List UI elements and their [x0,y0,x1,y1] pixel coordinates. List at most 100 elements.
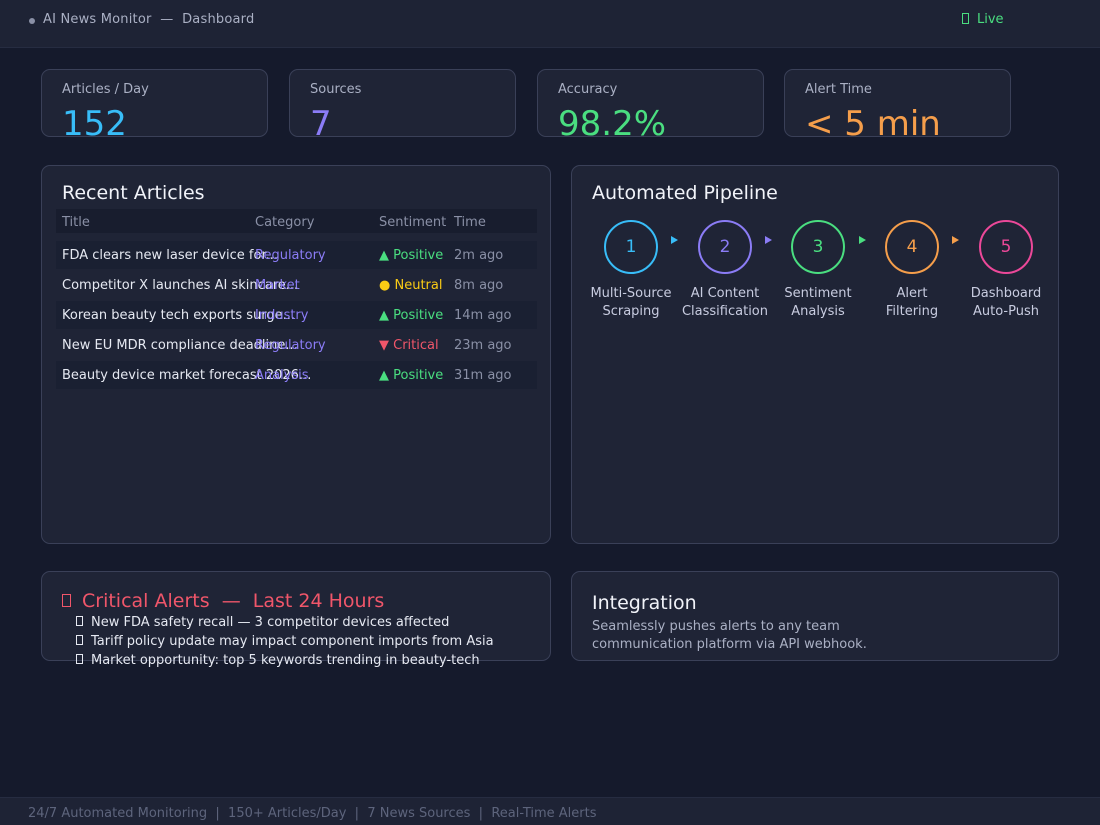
article-title: FDA clears new laser device for... [62,248,278,263]
alerts-title-text: Critical Alerts — Last 24 Hours [82,590,385,612]
alert-icon [62,594,71,607]
step-label-line: Sentiment [784,286,852,301]
article-sentiment: ▼ Critical [379,338,439,353]
table-row[interactable]: FDA clears new laser device for... Regul… [56,241,537,269]
step-label-line: Dashboard [970,286,1042,301]
stat-value: < 5 min [805,104,941,144]
pipeline-step-1: 1 Multi-Source Scraping [581,220,681,321]
table-row[interactable]: Korean beauty tech exports surge... Indu… [56,301,537,329]
arrow-right-icon [765,236,772,244]
article-title: Beauty device market forecast 2026... [62,368,312,383]
step-label-line: Scraping [602,304,660,319]
step-label-line: Analysis [791,304,845,319]
alert-text: Market opportunity: top 5 keywords trend… [91,653,480,668]
top-bar: AI News Monitor — Dashboard Live [0,0,1100,48]
article-title: Korean beauty tech exports surge... [62,308,296,323]
article-category: Regulatory [255,338,326,353]
table-header: Title Category Sentiment Time [56,209,537,233]
article-time: 23m ago [454,338,512,353]
step-circle: 4 [885,220,939,274]
panel-title: Automated Pipeline [592,182,778,204]
arrow-right-icon [859,236,866,244]
live-label: Live [977,12,1004,27]
article-title: New EU MDR compliance deadline... [62,338,298,353]
alert-text: New FDA safety recall — 3 competitor dev… [91,615,450,630]
alert-item[interactable]: Tariff policy update may impact componen… [76,634,494,649]
step-label: Sentiment Analysis [768,285,868,321]
article-category: Regulatory [255,248,326,263]
step-label-line: Multi-Source [590,286,672,301]
step-circle: 1 [604,220,658,274]
critical-alerts-panel: Critical Alerts — Last 24 Hours New FDA … [41,571,551,668]
alerts-title: Critical Alerts — Last 24 Hours [62,590,384,612]
step-label-line: Filtering [885,304,939,319]
step-circle: 2 [698,220,752,274]
article-time: 8m ago [454,278,504,293]
live-icon [962,13,969,24]
article-time: 14m ago [454,308,512,323]
footer-text: 24/7 Automated Monitoring | 150+ Article… [28,806,597,821]
stat-value: 7 [310,104,332,144]
live-indicator: Live [962,12,1004,27]
table-row[interactable]: Competitor X launches AI skincare... Mar… [56,271,537,299]
table-row[interactable]: Beauty device market forecast 2026... An… [56,361,537,389]
alert-text: Tariff policy update may impact componen… [91,634,494,649]
pipeline-step-2: 2 AI Content Classification [675,220,775,321]
column-header-sentiment: Sentiment [379,215,447,230]
pipeline-step-5: 5 Dashboard Auto-Push [956,220,1056,321]
page-name: Dashboard [182,12,255,27]
integration-title: Integration [592,592,697,614]
stat-value: 152 [62,104,127,144]
article-category: Market [255,278,300,293]
stat-card-accuracy: Accuracy 98.2% [537,69,764,144]
step-label: Alert Filtering [862,285,962,321]
article-category: Analysis [255,368,309,383]
table-row[interactable]: New EU MDR compliance deadline... Regula… [56,331,537,359]
article-time: 2m ago [454,248,504,263]
stat-label: Sources [310,82,362,97]
pipeline-step-4: 4 Alert Filtering [862,220,962,321]
stat-card-alert-time: Alert Time < 5 min [784,69,1011,144]
column-header-title: Title [62,215,90,230]
step-label: Multi-Source Scraping [581,285,681,321]
integration-panel: Integration Seamlessly pushes alerts to … [571,571,1059,661]
status-dot-icon [29,18,35,24]
step-circle: 3 [791,220,845,274]
footer: 24/7 Automated Monitoring | 150+ Article… [0,797,1100,825]
app-name: AI News Monitor [43,12,152,27]
panel-title: Recent Articles [62,182,205,204]
pipeline-panel: Automated Pipeline 1 Multi-Source Scrapi… [571,165,1059,544]
article-sentiment: ▲ Positive [379,248,444,263]
column-header-category: Category [255,215,315,230]
step-label-line: Auto-Push [973,304,1039,319]
integration-description: Seamlessly pushes alerts to any team com… [592,619,867,652]
arrow-right-icon [671,236,678,244]
step-circle: 5 [979,220,1033,274]
article-time: 31m ago [454,368,512,383]
stat-card-articles: Articles / Day 152 [41,69,268,144]
alert-item[interactable]: Market opportunity: top 5 keywords trend… [76,653,480,668]
breadcrumb: AI News Monitor — Dashboard [43,12,254,27]
article-title: Competitor X launches AI skincare... [62,278,299,293]
breadcrumb-separator: — [160,12,174,27]
stat-label: Articles / Day [62,82,149,97]
recent-articles-panel: Recent Articles Title Category Sentiment… [41,165,551,544]
step-label-line: AI Content [690,286,760,301]
step-label: AI Content Classification [675,285,775,321]
article-sentiment: ▲ Positive [379,368,444,383]
pipeline-step-3: 3 Sentiment Analysis [768,220,868,321]
bullet-icon [76,635,83,645]
arrow-right-icon [952,236,959,244]
article-category: Industry [255,308,309,323]
stat-card-sources: Sources 7 [289,69,516,144]
stat-value: 98.2% [558,104,667,144]
bullet-icon [76,616,83,626]
stat-label: Alert Time [805,82,872,97]
step-label: Dashboard Auto-Push [956,285,1056,321]
article-sentiment: ▲ Positive [379,308,444,323]
step-label-line: Classification [681,304,769,319]
alert-item[interactable]: New FDA safety recall — 3 competitor dev… [76,615,449,630]
column-header-time: Time [454,215,486,230]
step-label-line: Alert [896,286,928,301]
article-sentiment: ● Neutral [379,278,443,293]
